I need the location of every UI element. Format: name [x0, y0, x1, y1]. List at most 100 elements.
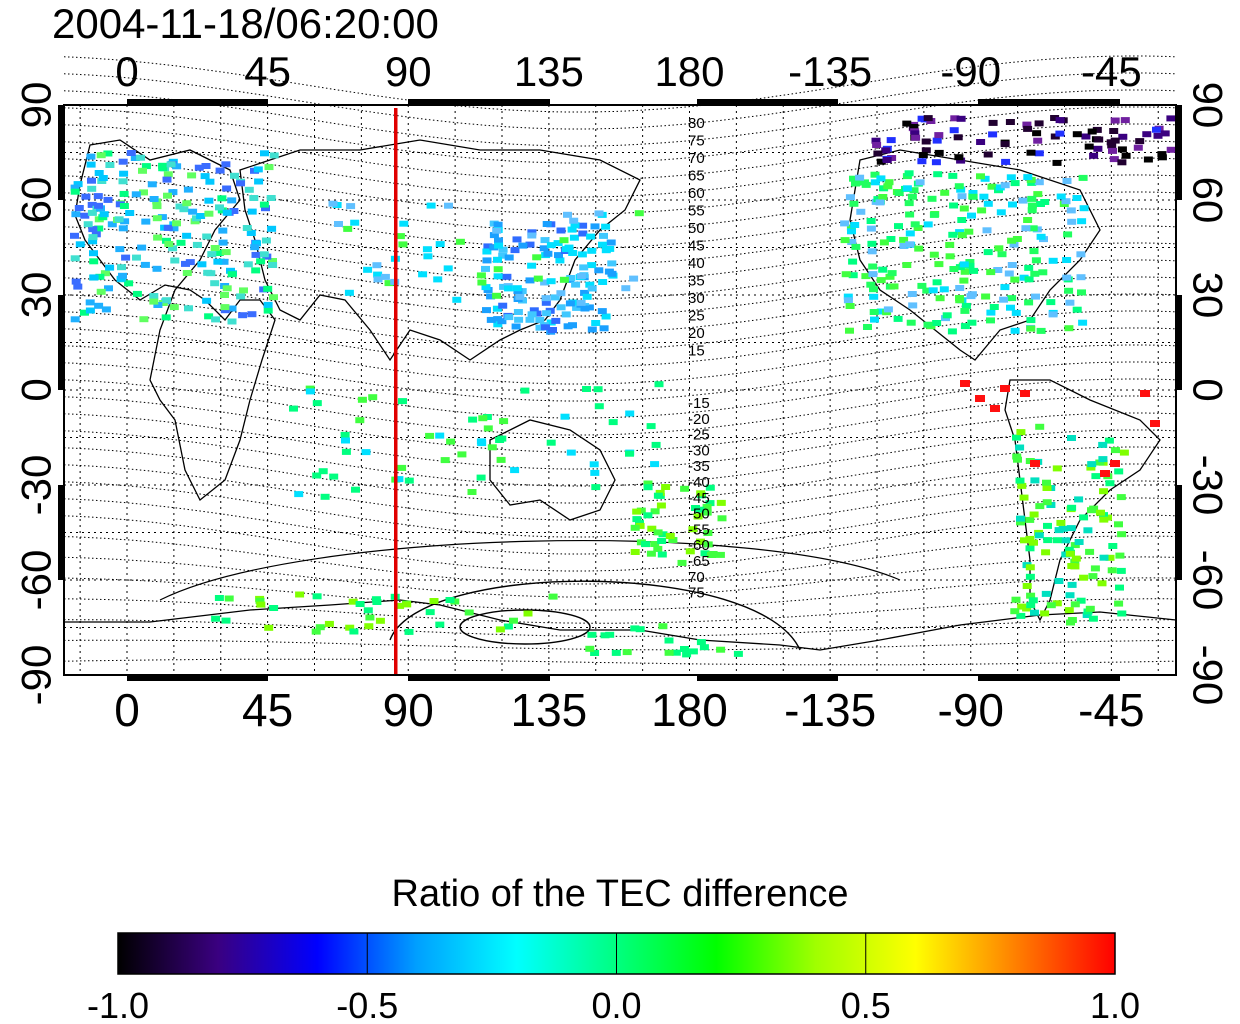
tec-cell: [1024, 299, 1034, 306]
tec-cell: [934, 132, 944, 139]
tec-cell: [996, 209, 1006, 216]
tec-cell: [498, 246, 508, 253]
tec-cell: [1023, 125, 1033, 132]
tec-cell: [373, 276, 383, 283]
tec-cell: [425, 609, 435, 616]
contour-line: [63, 72, 1177, 130]
tec-cell: [908, 302, 918, 309]
tec-cell: [312, 472, 322, 479]
tec-cell: [580, 305, 590, 312]
tec-cell: [483, 243, 493, 250]
tec-cell: [357, 396, 367, 403]
tec-cell: [496, 456, 506, 463]
tec-cell: [503, 285, 513, 292]
tec-cell: [86, 161, 96, 168]
tec-cell: [1133, 144, 1143, 151]
tec-cell: [598, 279, 608, 285]
tec-cell: [70, 316, 80, 323]
left-axis-label: -90: [13, 645, 60, 706]
tec-cell: [954, 183, 964, 190]
tec-cell: [497, 318, 507, 325]
tec-cell: [949, 202, 959, 209]
tec-cell: [87, 209, 97, 216]
tec-cell: [1088, 573, 1098, 580]
tec-cell: [1079, 205, 1089, 212]
tec-cell: [1107, 567, 1117, 574]
tec-cell: [399, 220, 409, 227]
tec-cell: [656, 502, 666, 509]
tec-cell: [987, 183, 997, 190]
tec-cell: [934, 149, 944, 156]
tec-cell: [532, 254, 542, 261]
tec-cell: [1111, 447, 1120, 454]
tec-cell: [494, 237, 503, 244]
tec-cell: [945, 241, 955, 248]
tec-cell: [254, 178, 264, 185]
tec-cell: [435, 621, 445, 628]
tec-cell: [932, 279, 942, 286]
tec-cell: [665, 533, 675, 539]
tec-cell: [98, 175, 108, 181]
tec-cell: [289, 405, 298, 412]
tec-cell: [677, 559, 687, 566]
contour-line: [63, 429, 1177, 487]
tec-cell: [1022, 605, 1032, 612]
tec-cell: [532, 310, 542, 317]
tec-cell: [1052, 465, 1062, 472]
bottom-axis-label: 90: [383, 684, 434, 736]
tec-cell: [311, 628, 321, 635]
contour-label: -40: [688, 474, 710, 491]
tec-cell: [875, 199, 885, 206]
contour-line: [63, 208, 1177, 266]
tec-cell: [881, 147, 891, 154]
tec-cell: [876, 158, 886, 165]
tec-cell: [218, 227, 228, 234]
tec-cell: [585, 281, 595, 288]
tec-cell: [153, 302, 163, 308]
tec-cell: [249, 195, 259, 201]
tec-cell: [242, 225, 252, 231]
tec-cell: [1067, 581, 1077, 588]
tec-cell: [933, 171, 943, 178]
tec-cell: [1034, 179, 1044, 186]
tec-cell: [931, 159, 941, 166]
tec-cell: [476, 272, 486, 279]
tec-cell: [464, 609, 474, 616]
tec-cell: [866, 225, 876, 232]
tec-cell: [513, 309, 523, 315]
contour-label: -20: [688, 411, 710, 428]
tec-cell: [368, 394, 378, 401]
tec-cell: [886, 236, 896, 242]
tec-cell: [1105, 554, 1115, 561]
contour-line: [63, 327, 1177, 385]
tec-cell: [990, 405, 1000, 412]
tec-cell: [236, 180, 245, 187]
tec-cell: [870, 316, 879, 323]
tec-cell: [1028, 225, 1038, 232]
tec-cell: [498, 302, 508, 309]
tec-cell: [840, 237, 850, 244]
tec-cell: [253, 166, 263, 173]
tec-cell: [315, 624, 325, 631]
tec-cell: [960, 307, 970, 314]
tec-cell: [105, 264, 115, 271]
tec-cell: [73, 283, 83, 290]
tec-cell: [643, 480, 653, 487]
tec-cell: [1000, 284, 1010, 291]
border-bar: [1176, 105, 1182, 200]
tec-cell: [546, 278, 556, 285]
tec-cell: [556, 290, 566, 297]
tec-cell: [959, 277, 969, 284]
tec-cell: [263, 307, 273, 314]
tec-cell: [1087, 507, 1096, 514]
tec-cell: [553, 240, 563, 247]
tec-cell: [217, 195, 227, 202]
tec-cell: [993, 267, 1003, 273]
tec-cell: [203, 269, 213, 276]
tec-cell: [239, 287, 248, 294]
tec-cell: [168, 189, 178, 196]
tec-cell: [535, 324, 545, 331]
tec-cell: [569, 217, 579, 224]
tec-cell: [932, 320, 942, 326]
tec-cell: [194, 164, 204, 171]
